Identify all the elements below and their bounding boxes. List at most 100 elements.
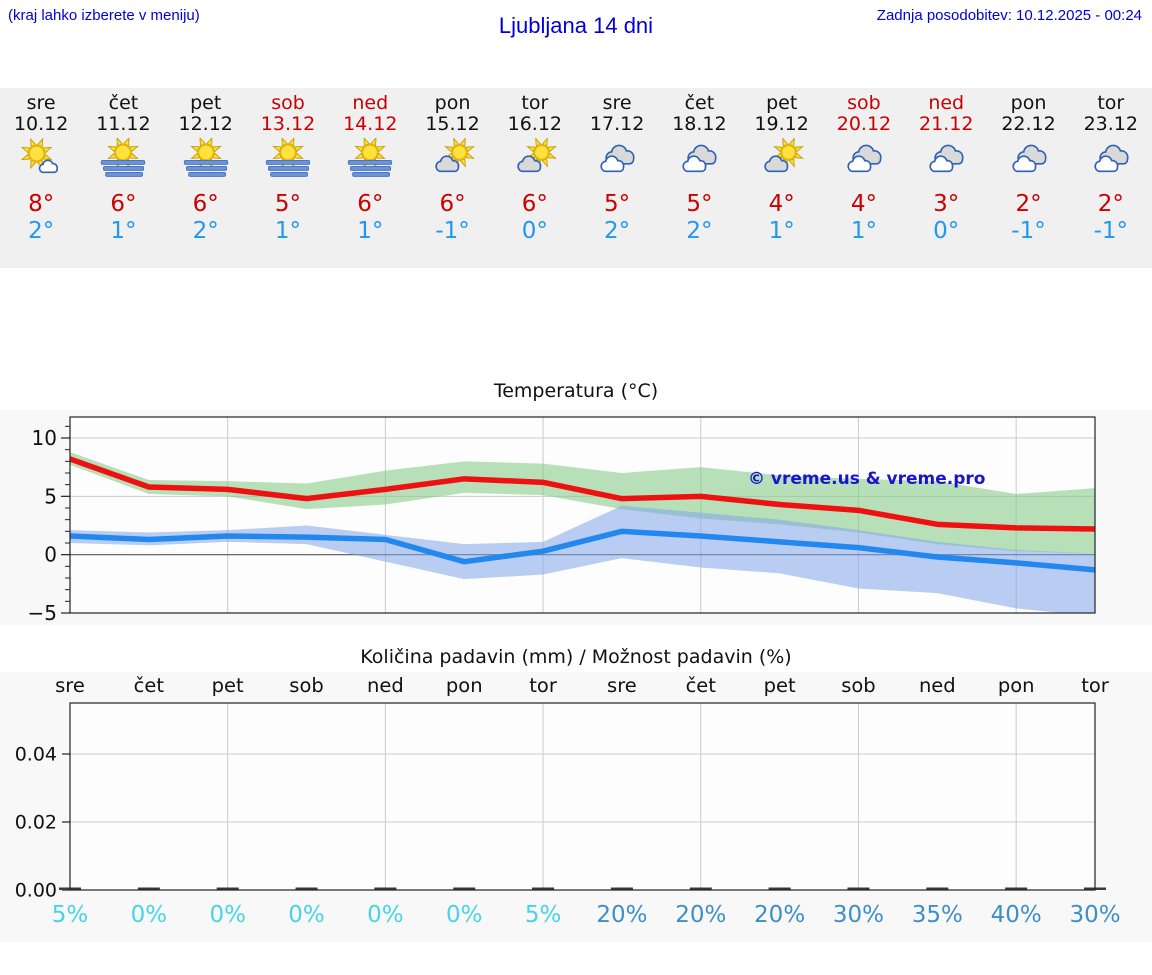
precip-probability: 0% — [446, 902, 483, 928]
precip-ytick: 0.02 — [15, 812, 57, 834]
day-date: 17.12 — [589, 113, 645, 135]
cloudy-icon — [847, 144, 882, 173]
day-name: pet — [190, 92, 222, 114]
precip-bar — [374, 887, 397, 890]
precipitation-chart: sre čet pet sob ned pon tor sre čet pet sob ned pon t… — [0, 672, 1152, 942]
precip-bar — [689, 887, 712, 890]
day-name: čet — [108, 92, 139, 114]
day-date: 19.12 — [754, 113, 809, 135]
precip-bar — [768, 887, 791, 890]
day-icon-wrap — [905, 138, 987, 182]
temperature-chart: 10 5 0 −5 © vreme.us & vreme.pro — [0, 410, 1152, 625]
precip-day-label: ned — [919, 674, 956, 697]
precip-ytick: 0.04 — [15, 744, 57, 766]
precipitation-chart-title: Količina padavin (mm) / Možnost padavin … — [360, 646, 792, 668]
precip-day-label: ned — [367, 674, 404, 697]
day-icon-wrap — [329, 136, 411, 182]
day-low-temp: 2° — [192, 218, 219, 244]
sun-cloud-icon — [20, 137, 59, 174]
precip-day-label: sre — [607, 674, 637, 697]
precip-day-label: pet — [764, 674, 796, 697]
precip-day-label: sob — [841, 674, 875, 697]
precip-probability: 35% — [912, 902, 963, 928]
day-icon-wrap — [987, 138, 1069, 182]
day-column-12: ned 21.12 3° 0° — [905, 88, 987, 268]
day-high-temp: 4° — [768, 191, 795, 217]
day-low-temp: 2° — [604, 218, 631, 244]
precip-bar — [137, 887, 160, 890]
day-low-temp: 0° — [521, 218, 548, 244]
day-name: pon — [434, 92, 471, 114]
day-column-7: tor 16.12 6° 0° — [494, 88, 576, 268]
watermark: © vreme.us & vreme.pro — [748, 469, 985, 489]
precip-day-label: sob — [289, 674, 323, 697]
precip-bar — [847, 887, 870, 890]
day-date: 10.12 — [13, 113, 69, 135]
precip-probability: 0% — [367, 902, 404, 928]
day-date: 12.12 — [178, 113, 233, 135]
day-date: 20.12 — [836, 113, 892, 135]
day-low-temp: -1° — [1093, 218, 1129, 244]
day-high-temp: 6° — [110, 191, 137, 217]
day-name: sob — [847, 92, 881, 114]
day-date: 14.12 — [343, 113, 398, 135]
day-icon-wrap — [576, 138, 658, 182]
day-icon-wrap — [823, 138, 905, 182]
precip-day-label: tor — [1081, 674, 1110, 697]
day-date: 16.12 — [507, 113, 563, 135]
cloudy-icon — [600, 144, 635, 173]
menu-hint: (kraj lahko izberete v meniju) — [8, 7, 200, 24]
precip-bar — [532, 887, 555, 890]
sun-fog-icon — [101, 136, 146, 177]
day-low-temp: -1° — [435, 218, 470, 244]
precip-probability: 20% — [596, 902, 647, 928]
day-name: ned — [352, 92, 389, 114]
precip-ytick: 0.00 — [15, 880, 57, 902]
partly-cloudy-icon — [434, 136, 475, 173]
precip-bar — [216, 887, 239, 890]
precip-day-label: čet — [686, 674, 717, 697]
precip-bar — [295, 887, 318, 890]
day-high-temp: 2° — [1097, 191, 1124, 217]
day-high-temp: 8° — [28, 191, 55, 217]
day-name: sob — [271, 92, 305, 114]
day-icon-wrap — [411, 136, 493, 182]
precip-probability: 0% — [288, 902, 325, 928]
sun-fog-icon — [183, 136, 228, 177]
precip-day-label: sre — [55, 674, 85, 697]
day-name: sre — [602, 92, 632, 114]
precip-day-label: tor — [529, 674, 558, 697]
precip-probability: 40% — [991, 902, 1042, 928]
partly-cloudy-icon — [517, 136, 557, 173]
day-icon-wrap — [658, 138, 740, 182]
cloudy-icon — [929, 144, 964, 173]
day-name: pet — [766, 92, 798, 114]
day-high-temp: 6° — [439, 191, 466, 217]
day-date: 21.12 — [919, 113, 974, 135]
precip-bar — [926, 887, 949, 890]
day-high-temp: 2° — [1015, 191, 1042, 217]
precip-day-label: čet — [134, 674, 165, 697]
day-icon-wrap — [741, 136, 823, 182]
temp-ytick: 10 — [32, 426, 57, 450]
day-name: sre — [26, 92, 56, 114]
precip-day-label: pon — [446, 674, 483, 697]
day-date: 11.12 — [96, 113, 151, 135]
day-high-temp: 3° — [933, 191, 960, 217]
precip-probability: 5% — [52, 902, 89, 928]
day-high-temp: 6° — [192, 191, 219, 217]
precip-probability: 0% — [131, 902, 168, 928]
day-icon-wrap — [0, 137, 82, 182]
day-column-6: pon 15.12 6° -1° — [411, 88, 493, 268]
precip-day-label: pon — [998, 674, 1035, 697]
day-name: ned — [928, 92, 965, 114]
day-column-2: čet 11.12 6° 1° — [82, 88, 164, 268]
precip-probability: 5% — [525, 902, 562, 928]
precip-probability: 30% — [1069, 902, 1120, 928]
day-column-14: tor 23.12 2° -1° — [1070, 88, 1152, 268]
day-high-temp: 5° — [686, 191, 713, 217]
day-low-temp: 1° — [110, 218, 137, 244]
day-date: 15.12 — [425, 113, 480, 135]
day-name: tor — [1097, 92, 1125, 114]
